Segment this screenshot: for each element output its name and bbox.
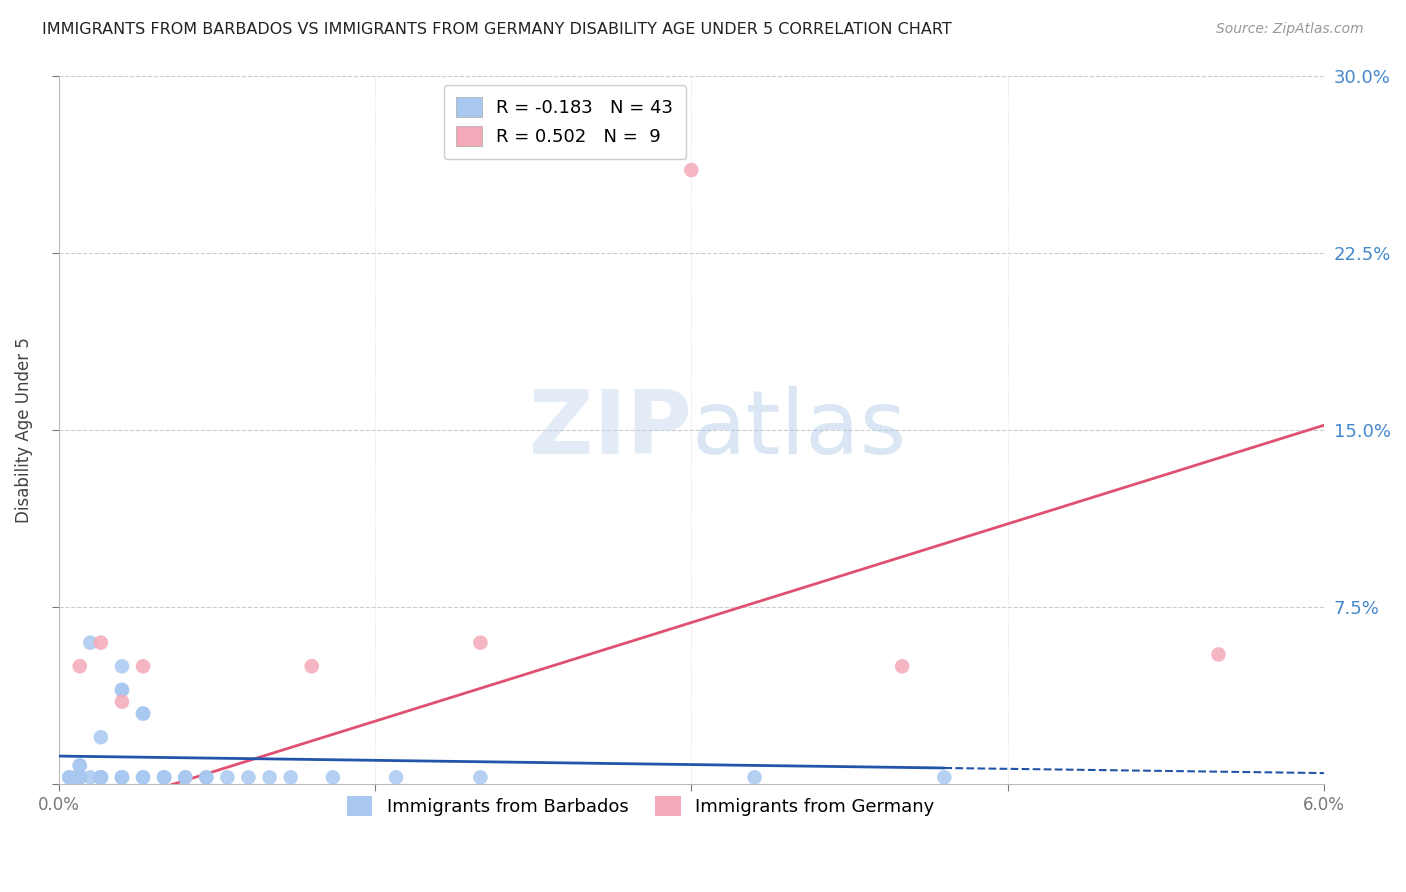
Point [111, 682, 134, 697]
Point [238, 770, 260, 784]
Point [470, 770, 492, 784]
Point [79, 770, 101, 784]
Point [132, 770, 155, 784]
Point [69, 758, 91, 772]
Point [934, 770, 956, 784]
Point [322, 770, 344, 784]
Point [111, 659, 134, 673]
Point [217, 770, 239, 784]
Text: ZIP: ZIP [529, 386, 692, 474]
Point [69, 770, 91, 784]
Point [174, 770, 197, 784]
Point [69, 770, 91, 784]
Point [132, 659, 155, 673]
Point [111, 770, 134, 784]
Point [259, 770, 281, 784]
Point [90, 770, 112, 784]
Point [385, 770, 408, 784]
Text: IMMIGRANTS FROM BARBADOS VS IMMIGRANTS FROM GERMANY DISABILITY AGE UNDER 5 CORRE: IMMIGRANTS FROM BARBADOS VS IMMIGRANTS F… [42, 22, 952, 37]
Point [891, 659, 914, 673]
Point [153, 770, 176, 784]
Point [1208, 648, 1230, 662]
Point [280, 770, 302, 784]
Point [65, 770, 87, 784]
Point [744, 770, 766, 784]
Point [681, 163, 703, 178]
Point [58, 770, 80, 784]
Point [195, 770, 218, 784]
Point [90, 770, 112, 784]
Point [153, 770, 176, 784]
Point [79, 635, 101, 649]
Point [301, 659, 323, 673]
Point [195, 770, 218, 784]
Point [153, 770, 176, 784]
Point [132, 770, 155, 784]
Point [111, 682, 134, 697]
Point [132, 706, 155, 721]
Point [69, 770, 91, 784]
Point [111, 770, 134, 784]
Point [90, 770, 112, 784]
Point [111, 695, 134, 709]
Point [132, 706, 155, 721]
Text: atlas: atlas [692, 386, 907, 474]
Point [90, 635, 112, 649]
Point [69, 758, 91, 772]
Point [69, 659, 91, 673]
Point [69, 770, 91, 784]
Legend: Immigrants from Barbados, Immigrants from Germany: Immigrants from Barbados, Immigrants fro… [337, 787, 943, 825]
Point [90, 730, 112, 744]
Y-axis label: Disability Age Under 5: Disability Age Under 5 [15, 337, 32, 523]
Point [470, 635, 492, 649]
Point [174, 770, 197, 784]
Point [111, 770, 134, 784]
Point [90, 770, 112, 784]
Point [58, 770, 80, 784]
Text: Source: ZipAtlas.com: Source: ZipAtlas.com [1216, 22, 1364, 37]
Point [90, 770, 112, 784]
